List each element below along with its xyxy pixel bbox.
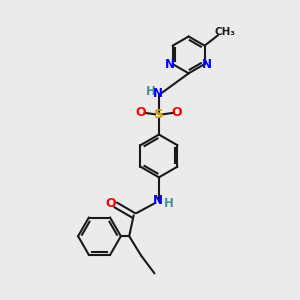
Text: H: H [164,197,173,210]
Text: N: N [165,58,175,70]
Text: CH₃: CH₃ [214,27,235,37]
Text: S: S [154,108,164,121]
Text: O: O [171,106,182,119]
Text: N: N [202,58,212,70]
Text: O: O [136,106,146,119]
Text: N: N [152,194,162,207]
Text: H: H [146,85,155,98]
Text: N: N [152,87,162,100]
Text: O: O [105,197,116,210]
